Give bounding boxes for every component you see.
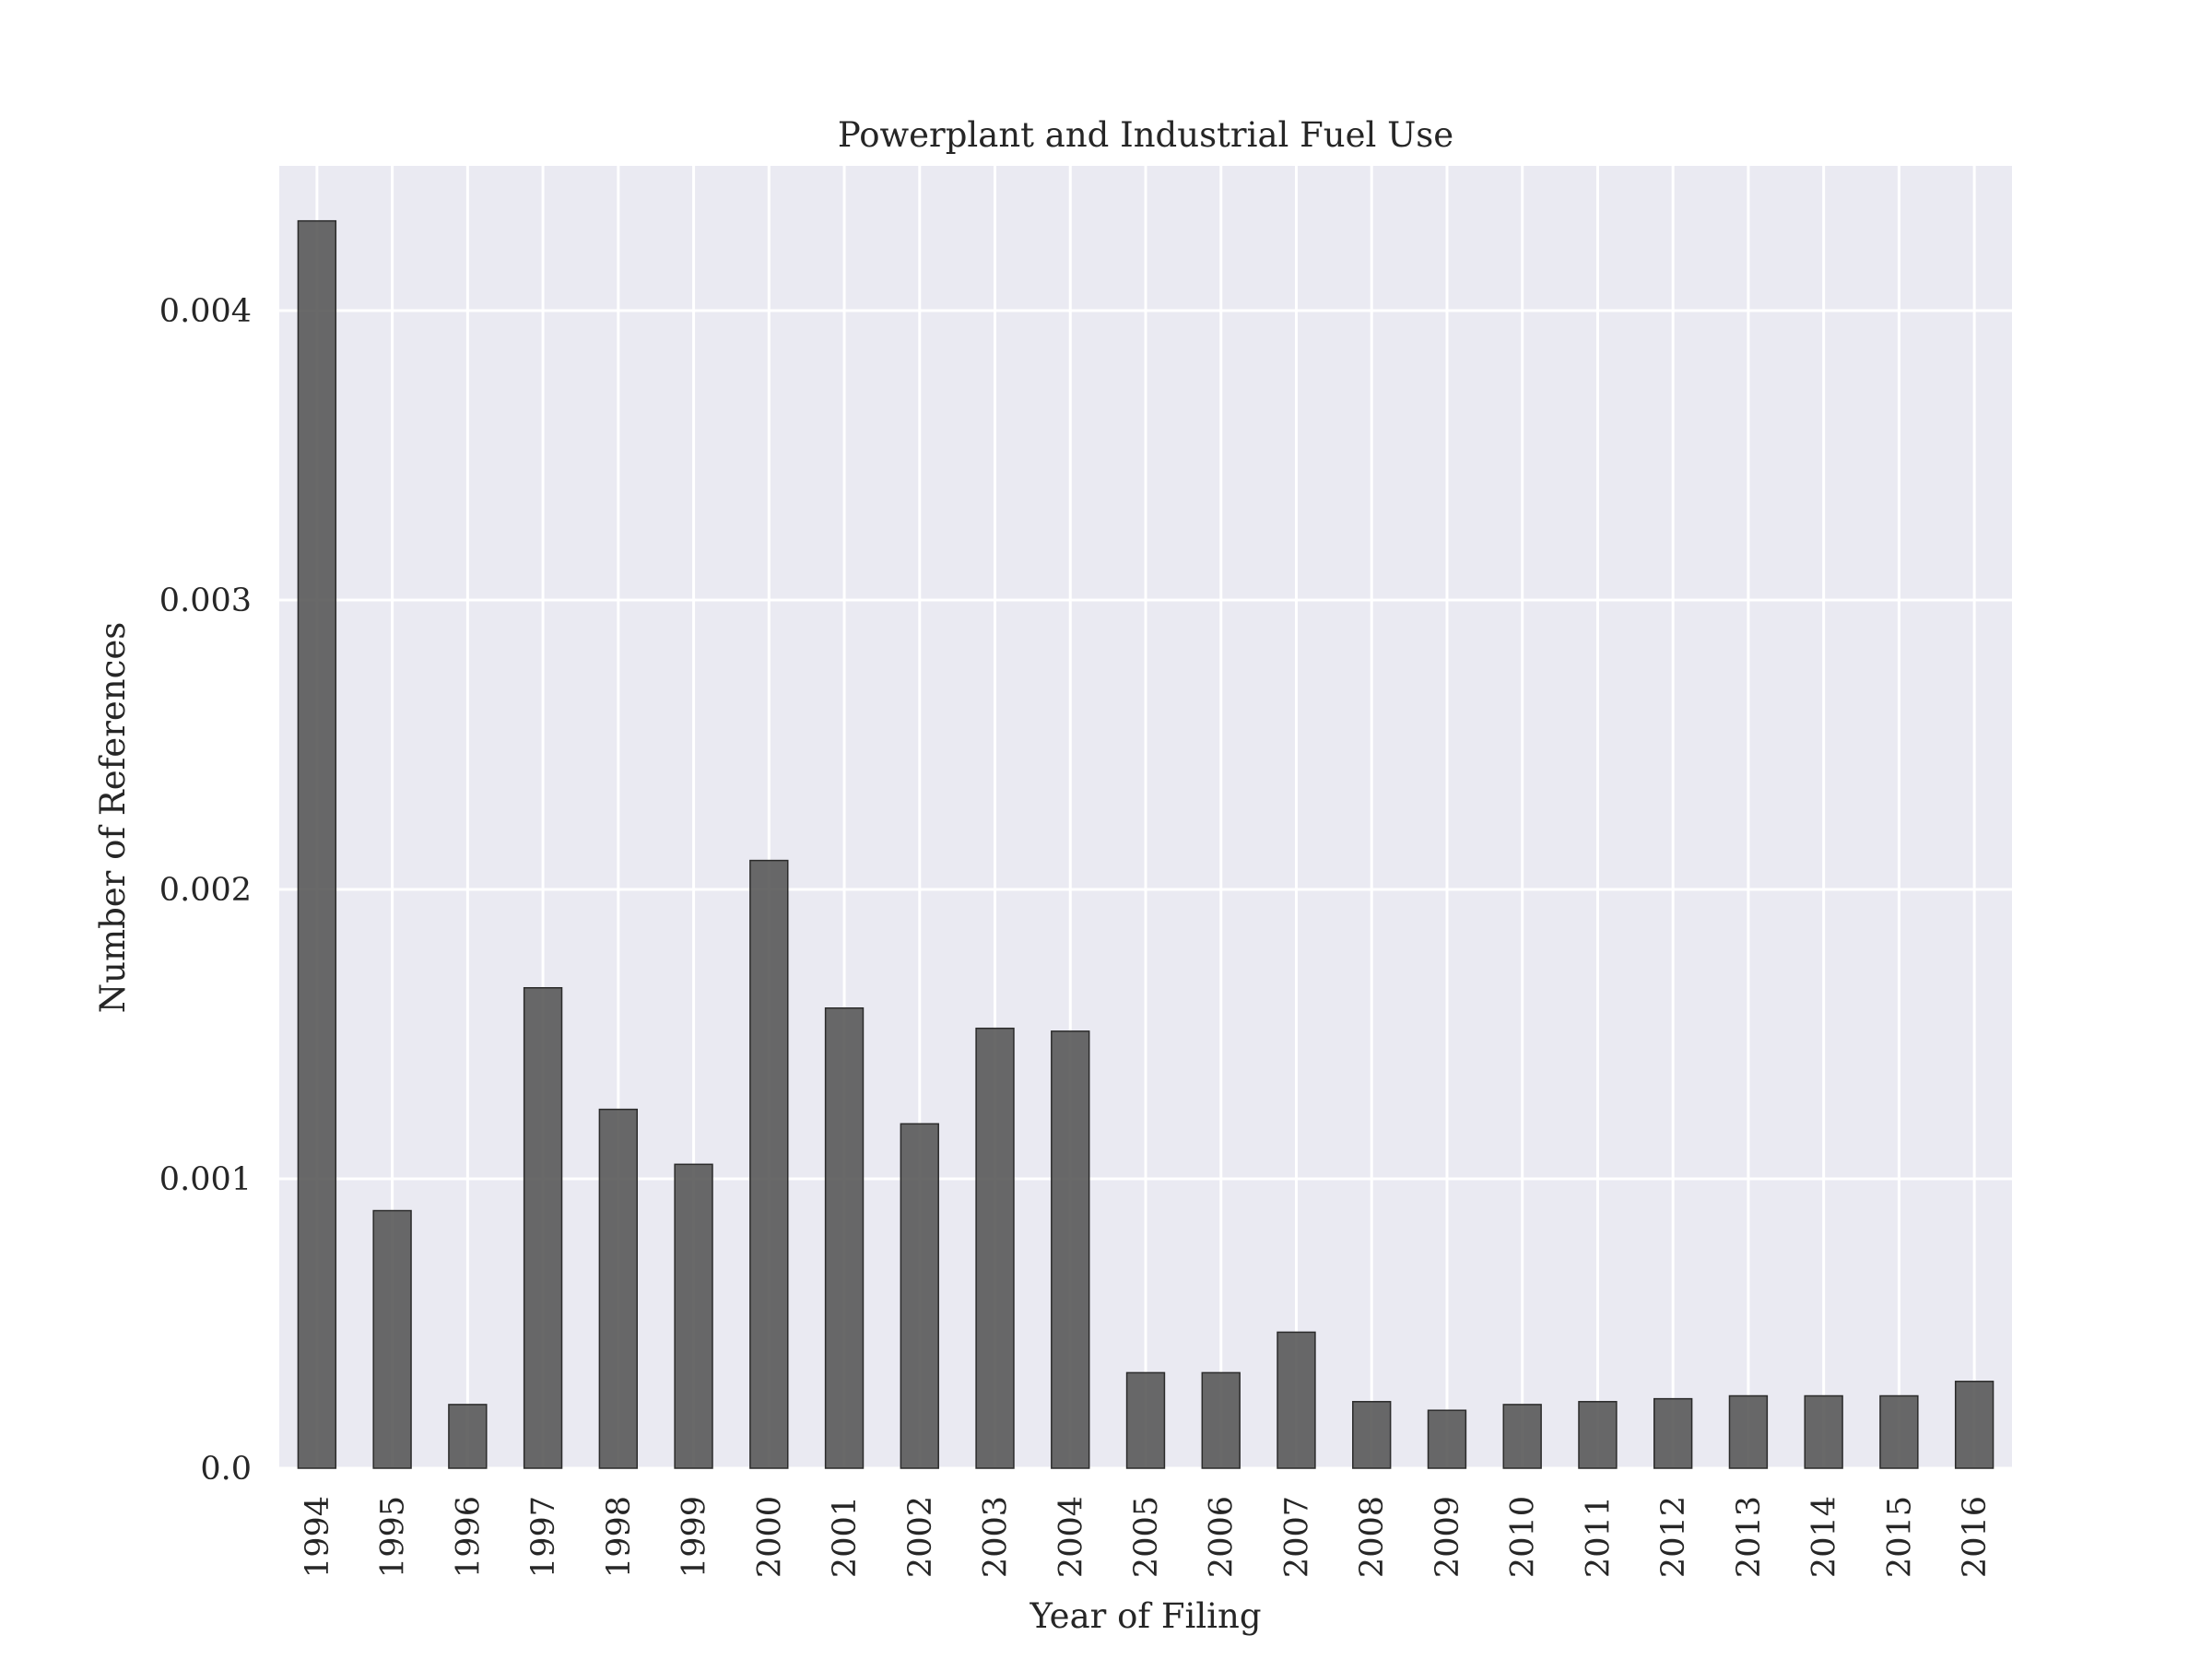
bar-2015 <box>1879 1394 1919 1469</box>
x-tick-label: 2006 <box>1204 1496 1241 1578</box>
y-tick-labels: 0.0 0.001 0.002 0.003 0.004 <box>159 293 252 1488</box>
bar-1994 <box>297 219 337 1469</box>
bar-1998 <box>598 1108 639 1469</box>
bar-2000 <box>749 859 789 1469</box>
x-tick-label: 2005 <box>1128 1496 1165 1578</box>
bar-2016 <box>1954 1381 1994 1469</box>
x-tick-label: 2009 <box>1430 1496 1466 1578</box>
bar-2005 <box>1125 1371 1166 1469</box>
x-tick-label: 2016 <box>1957 1496 1994 1578</box>
x-tick-label: 1994 <box>300 1496 336 1578</box>
bar-1996 <box>448 1404 488 1469</box>
x-tick-label: 2004 <box>1053 1496 1089 1578</box>
x-tick-label: 2003 <box>978 1496 1015 1578</box>
bar-1997 <box>523 987 563 1469</box>
bar-2009 <box>1427 1409 1467 1469</box>
bar-2011 <box>1578 1401 1618 1469</box>
x-axis-label: Year of Filing <box>1029 1596 1261 1636</box>
x-tick-label: 1998 <box>601 1496 638 1578</box>
x-tick-label: 1999 <box>677 1496 713 1578</box>
x-tick-label: 2012 <box>1655 1496 1692 1578</box>
bars <box>297 219 1994 1469</box>
bar-2002 <box>900 1123 939 1469</box>
bar-2001 <box>824 1006 865 1469</box>
bar-2010 <box>1502 1404 1542 1469</box>
bar-1995 <box>372 1209 412 1469</box>
x-tick-label: 2001 <box>827 1496 864 1578</box>
bar-2006 <box>1201 1371 1241 1469</box>
bar-2014 <box>1804 1394 1843 1469</box>
bar-2003 <box>975 1027 1015 1469</box>
y-tick-label: 0.003 <box>159 582 252 619</box>
x-tick-label: 2007 <box>1278 1496 1315 1578</box>
x-tick-label: 1996 <box>450 1496 487 1578</box>
x-tick-label: 2015 <box>1881 1496 1918 1578</box>
x-tick-label: 2014 <box>1806 1496 1843 1578</box>
x-tick-label: 2000 <box>751 1496 788 1578</box>
x-tick-label: 2008 <box>1354 1496 1391 1578</box>
x-tick-label: 1997 <box>525 1496 562 1578</box>
bar-2004 <box>1051 1030 1090 1469</box>
y-axis-label: Number of References <box>93 622 133 1013</box>
x-tick-label: 2013 <box>1731 1496 1768 1578</box>
x-tick-labels: 1994 1995 1996 1997 1998 1999 2000 2001 2002 2003… <box>300 1496 1994 1578</box>
y-tick-label: 0.0 <box>200 1451 252 1488</box>
bar-2013 <box>1728 1394 1769 1469</box>
x-tick-label: 2011 <box>1580 1496 1617 1578</box>
bar-1999 <box>674 1163 713 1469</box>
chart-title: Powerplant and Industrial Fuel Use <box>838 115 1453 155</box>
x-tick-label: 2010 <box>1505 1496 1542 1578</box>
y-tick-label: 0.002 <box>159 872 252 909</box>
bar-2007 <box>1277 1331 1316 1469</box>
y-tick-label: 0.001 <box>159 1161 252 1198</box>
x-tick-label: 2002 <box>902 1496 939 1578</box>
y-tick-label: 0.004 <box>159 293 252 330</box>
bar-2008 <box>1352 1401 1392 1469</box>
bar-2012 <box>1653 1397 1693 1469</box>
x-tick-label: 1995 <box>375 1496 412 1578</box>
